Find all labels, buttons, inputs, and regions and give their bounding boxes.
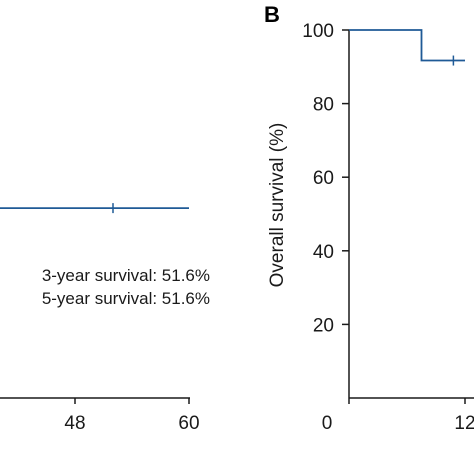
- panel-b-x-tick-label: 0: [322, 413, 333, 434]
- panel-b-y-axis-title: Overall survival (%): [267, 123, 288, 288]
- panel-a-annotation-3yr: 3-year survival: 51.6%: [42, 266, 210, 285]
- panel-b-y-tick-label: 20: [313, 315, 334, 336]
- panel-b-survival-line: [349, 29, 465, 62]
- panel-b-label: B: [264, 2, 280, 27]
- panel-a-x-tick-label: 48: [64, 413, 85, 434]
- panel-a-x-tick-label: 60: [178, 413, 199, 434]
- panel-b-x-tick-label: 12: [454, 413, 474, 434]
- panel-b-y-tick-label: 60: [313, 168, 334, 189]
- panel-b-y-tick-label: 40: [313, 242, 334, 263]
- panel-a-annotation-5yr: 5-year survival: 51.6%: [42, 289, 210, 308]
- panel-a: 48 60 3-year survival: 51.6% 5-year surv…: [0, 203, 210, 434]
- panel-b-y-tick-label: 80: [313, 95, 334, 116]
- panel-b: B Overall survival (%) 20 40 60 80 100 0 12: [264, 2, 474, 434]
- panel-b-y-ticks: 20 40 60 80 100: [302, 21, 349, 336]
- panel-b-y-tick-label: 100: [302, 21, 334, 42]
